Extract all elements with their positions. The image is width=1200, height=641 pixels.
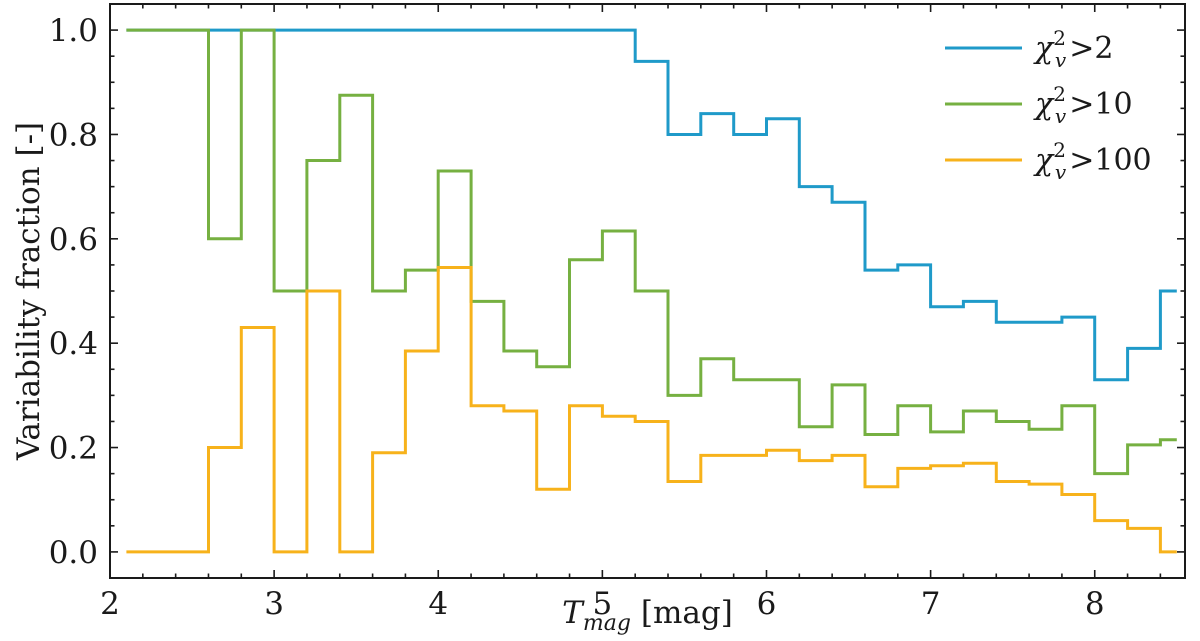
- x-axis-label-sub: mag: [583, 611, 631, 636]
- legend-label-2: χ2 v >10: [1033, 82, 1133, 128]
- legend-label-3: χ2 v >100: [1033, 138, 1152, 184]
- x-tick-label: 8: [1085, 586, 1105, 622]
- legend-label-1: χ2 v >2: [1033, 26, 1113, 72]
- legend-subscript: v: [1055, 160, 1067, 184]
- legend-threshold: >10: [1069, 87, 1132, 122]
- x-tick-label: 5: [592, 586, 612, 622]
- tick-labels-layer: 2 3 4 5 6 7 8 0.0 0.2 0.4 0.6 0.8 1.0: [49, 13, 1105, 622]
- plot-frame: [109, 3, 1186, 579]
- y-tick-label: 0.2: [49, 431, 98, 467]
- y-tick-label: 0.0: [49, 535, 98, 571]
- y-tick-label: 1.0: [49, 13, 98, 49]
- legend-subscript: v: [1055, 104, 1067, 128]
- legend-threshold: >100: [1069, 143, 1151, 178]
- x-tick-label: 6: [757, 586, 777, 622]
- x-axis-label: Tmag [mag]: [562, 595, 733, 636]
- series-line-2: [126, 28, 1177, 476]
- series-layer: [126, 28, 1177, 554]
- y-tick-label: 0.4: [49, 326, 98, 362]
- legend-superscript: 2: [1053, 138, 1066, 162]
- legend-symbol: χ: [1033, 143, 1055, 178]
- y-tick-label: 0.6: [49, 222, 98, 258]
- x-tick-label: 3: [264, 586, 284, 622]
- series-line-3: [126, 266, 1177, 554]
- axis-labels-layer: Variability fraction [-] Tmag [mag]: [11, 122, 733, 636]
- x-tick-label: 7: [921, 586, 941, 622]
- y-axis-label: Variability fraction [-]: [11, 122, 47, 461]
- legend-symbol: χ: [1033, 87, 1055, 122]
- legend-subscript: v: [1055, 48, 1067, 72]
- x-tick-label: 2: [100, 586, 120, 622]
- x-tick-label: 4: [428, 586, 448, 622]
- legend-superscript: 2: [1053, 82, 1066, 106]
- x-axis-label-unit: [mag]: [641, 595, 733, 631]
- series-line-1: [126, 28, 1177, 382]
- legend-symbol: χ: [1033, 31, 1055, 66]
- legend-superscript: 2: [1053, 26, 1066, 50]
- x-axis-label-main: T: [562, 595, 585, 631]
- legend-threshold: >2: [1069, 31, 1113, 66]
- y-tick-label: 0.8: [49, 117, 98, 153]
